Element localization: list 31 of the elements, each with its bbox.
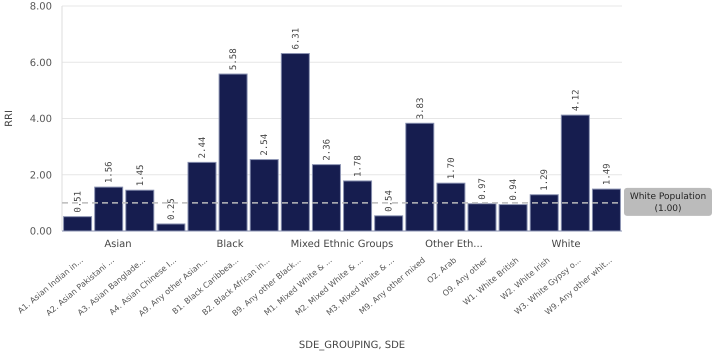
data-label: 0.54 (384, 190, 395, 212)
text: Black (216, 239, 244, 250)
data-label: 0.94 (509, 178, 520, 201)
data-label: 2.54 (260, 134, 270, 156)
data-label: 5.58 (229, 48, 240, 70)
data-label: 4.12 (571, 89, 582, 112)
data-label: 1.29 (540, 169, 550, 191)
text: Other Eth... (425, 239, 483, 250)
y-tick-label: 2.00 (30, 170, 52, 182)
y-tick-label: 4.00 (30, 114, 52, 125)
data-label: 0.25 (166, 198, 177, 220)
data-label: 2.36 (322, 138, 332, 161)
data-label: 1.78 (354, 155, 364, 177)
y-tick-label: 6.00 (30, 58, 52, 69)
data-label: 1.70 (446, 158, 457, 180)
x-axis-title: SDE_GROUPING, SDE (298, 340, 406, 351)
y-axis-title: RRI (4, 110, 15, 127)
text: Asian (104, 239, 132, 250)
y-tick-label: 0.00 (30, 226, 52, 238)
data-label: 0.51 (74, 190, 84, 213)
data-label: 6.31 (291, 28, 302, 50)
data-label: 1.45 (136, 164, 146, 186)
text: White (551, 239, 581, 250)
data-label: 2.44 (198, 136, 208, 158)
ref-line-label: White Population (1.00) (630, 192, 706, 214)
y-tick-label: 8.00 (30, 2, 52, 12)
data-label: 3.83 (416, 98, 426, 120)
text: Mixed Ethnic Groups (290, 239, 394, 250)
data-label: 0.97 (478, 178, 488, 200)
data-label: 1.49 (602, 163, 612, 186)
data-label: 1.56 (104, 161, 115, 184)
